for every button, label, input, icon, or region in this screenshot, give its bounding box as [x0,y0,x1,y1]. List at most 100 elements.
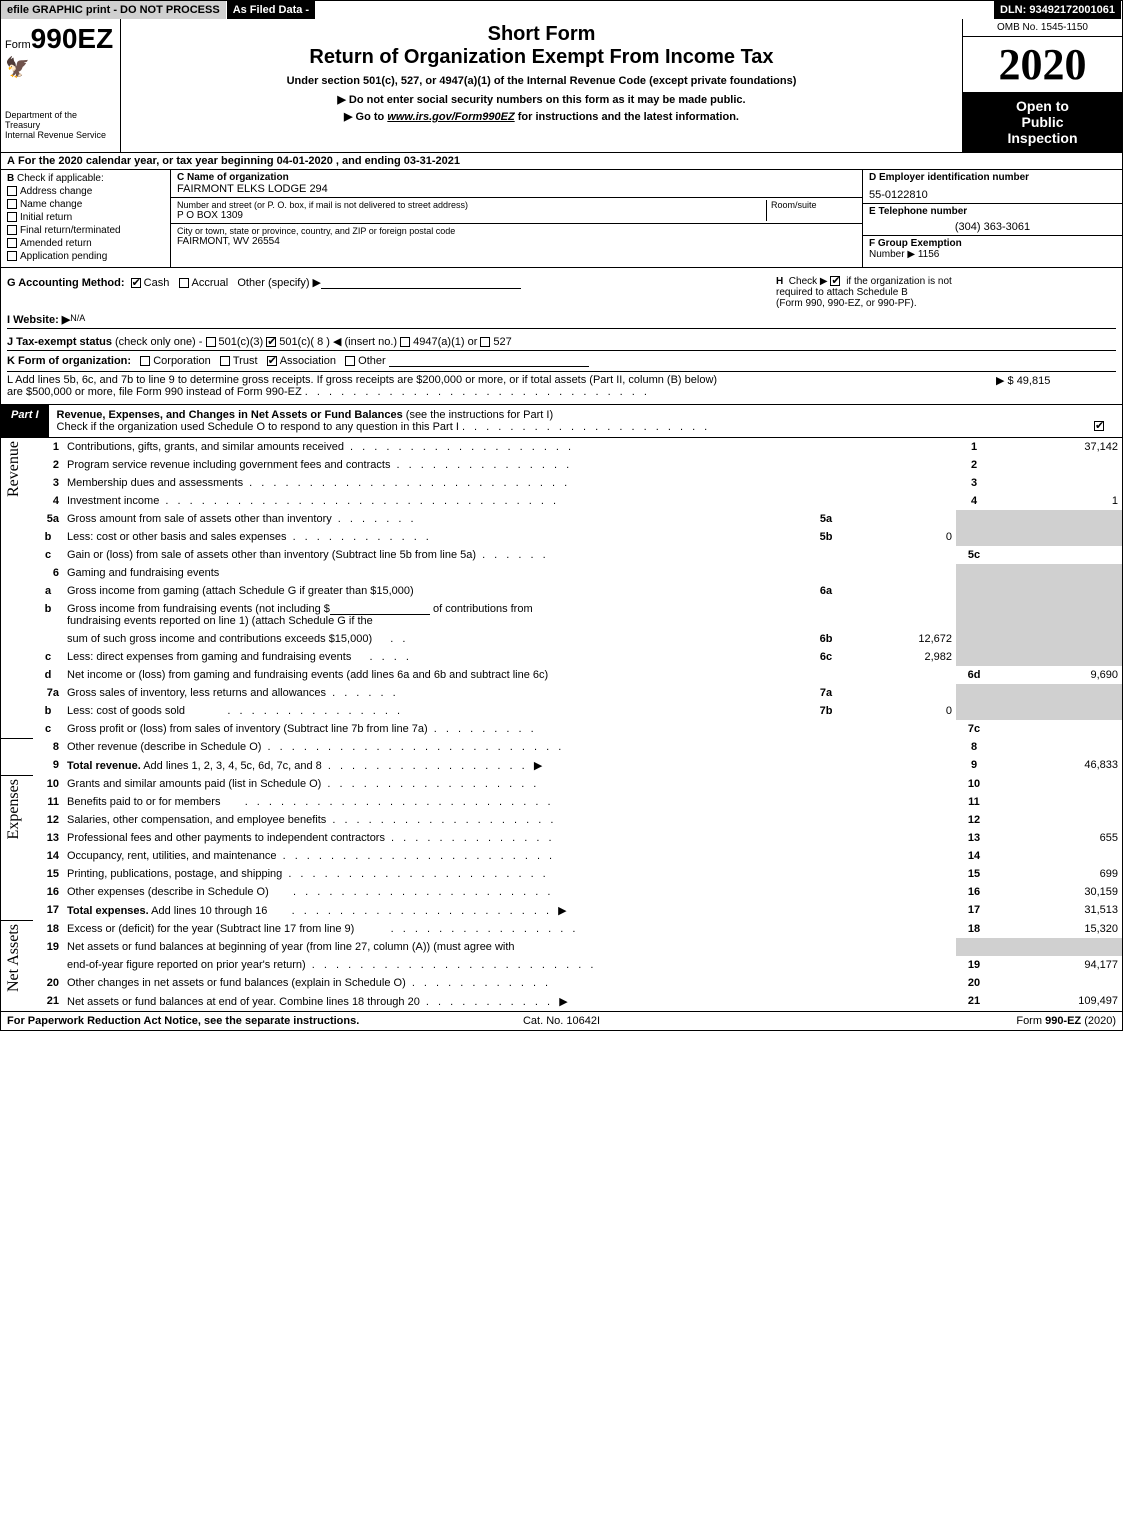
line3-value [992,474,1122,492]
chk-part1-scho[interactable] [1094,421,1104,431]
f-label: F Group Exemption [869,238,962,249]
chk-h[interactable] [830,276,840,286]
line12-value [992,811,1122,829]
addr-value: P O BOX 1309 [177,210,766,221]
line2-value [992,456,1122,474]
footer-catno: Cat. No. 10642I [377,1015,747,1027]
side-netassets: Net Assets [5,924,23,992]
form-page: efile GRAPHIC print - DO NOT PROCESS As … [0,0,1123,1031]
gross-receipts: ▶ $ 49,815 [996,374,1116,398]
chk-accrual[interactable] [179,278,189,288]
omb-number: OMB No. 1545-1150 [963,19,1122,37]
addr-label: Number and street (or P. O. box, if mail… [177,200,766,210]
line6b-value: 12,672 [846,630,956,648]
line19-value: 94,177 [992,956,1122,974]
form-990ez: 990EZ [31,23,114,54]
chk-amended-return[interactable]: Amended return [7,238,164,249]
footer-left: For Paperwork Reduction Act Notice, see … [7,1015,377,1027]
line4-value: 1 [992,492,1122,510]
line5c-value [992,546,1122,564]
city-label: City or town, state or province, country… [177,226,856,236]
efile-banner: efile GRAPHIC print - DO NOT PROCESS [1,1,227,19]
d-label: D Employer identification number [869,172,1116,183]
line7b-value: 0 [846,702,956,720]
section-b: B Check if applicable: Address change Na… [1,170,171,267]
form-number: Form990EZ [5,23,116,55]
top-strip: efile GRAPHIC print - DO NOT PROCESS As … [1,1,1122,19]
header-left: Form990EZ 🦅 Department of the Treasury I… [1,19,121,152]
chk-initial-return[interactable]: Initial return [7,212,164,223]
website-value: N/A [70,313,85,326]
section-g-l: G Accounting Method: Cash Accrual Other … [1,268,1122,405]
line7c-value [992,720,1122,738]
open-public: Open to Public Inspection [963,92,1122,152]
chk-address-change[interactable]: Address change [7,186,164,197]
section-a: A For the 2020 calendar year, or tax yea… [1,153,1122,170]
chk-4947[interactable] [400,337,410,347]
part-1-header: Part I Revenue, Expenses, and Changes in… [1,405,1122,438]
c-label: C Name of organization [177,172,856,183]
chk-name-change[interactable]: Name change [7,199,164,210]
header-mid: Short Form Return of Organization Exempt… [121,19,962,152]
line16-value: 30,159 [992,883,1122,901]
page-footer: For Paperwork Reduction Act Notice, see … [1,1011,1122,1030]
line11-value [992,793,1122,811]
other-org-input[interactable] [389,355,589,367]
revenue-table: Revenue 1 Contributions, gifts, grants, … [1,438,1122,1011]
chk-corp[interactable] [140,356,150,366]
line20-value [992,974,1122,992]
line13-value: 655 [992,829,1122,847]
room-suite: Room/suite [766,200,856,221]
dln-label: DLN: 93492172001061 [994,1,1122,19]
chk-final-return[interactable]: Final return/terminated [7,225,164,236]
chk-501c[interactable] [266,337,276,347]
chk-527[interactable] [480,337,490,347]
other-specify-input[interactable] [321,277,521,289]
city-value: FAIRMONT, WV 26554 [177,236,856,247]
section-c: C Name of organization FAIRMONT ELKS LOD… [171,170,862,267]
short-form-title: Short Form [129,23,954,46]
line7a-value [846,684,956,702]
chk-cash[interactable] [131,278,141,288]
line5a-value [846,510,956,528]
side-revenue: Revenue [5,441,23,497]
chk-other-org[interactable] [345,356,355,366]
asfiled-label: As Filed Data - [227,1,316,19]
line15-value: 699 [992,865,1122,883]
arrow-goto: ▶ Go to www.irs.gov/Form990EZ for instru… [129,110,954,123]
arrow-ssn: ▶ Do not enter social security numbers o… [129,93,954,106]
header-right: OMB No. 1545-1150 2020 Open to Public In… [962,19,1122,152]
line6a-value [846,582,956,600]
dept-treasury: Department of the Treasury Internal Reve… [5,110,116,140]
chk-assoc[interactable] [267,356,277,366]
line6c-value: 2,982 [846,648,956,666]
ein-value: 55-0122810 [869,189,1116,201]
section-d-e-f: D Employer identification number 55-0122… [862,170,1122,267]
tax-year: 2020 [963,37,1122,92]
line1-value: 37,142 [992,438,1122,456]
irs-eagle-icon: 🦅 [5,55,116,80]
line10-value [992,775,1122,793]
chk-501c3[interactable] [206,337,216,347]
phone-value: (304) 363-3061 [869,221,1116,233]
section-b-f: B Check if applicable: Address change Na… [1,170,1122,268]
org-name: FAIRMONT ELKS LODGE 294 [177,183,856,195]
form-prefix: Form [5,39,31,51]
line18-value: 15,320 [992,920,1122,938]
top-blank [316,1,994,19]
chk-trust[interactable] [220,356,230,366]
line6d-value: 9,690 [992,666,1122,684]
return-title: Return of Organization Exempt From Incom… [129,46,954,69]
line14-value [992,847,1122,865]
form-header: Form990EZ 🦅 Department of the Treasury I… [1,19,1122,153]
e-label: E Telephone number [869,206,1116,217]
line21-value: 109,497 [992,992,1122,1011]
footer-formno: Form 990-EZ (2020) [746,1015,1116,1027]
group-exemption: 1156 [918,249,940,260]
line5b-value: 0 [846,528,956,546]
under-section: Under section 501(c), 527, or 4947(a)(1)… [129,75,954,87]
line8-value [992,738,1122,756]
chk-application-pending[interactable]: Application pending [7,251,164,262]
side-expenses: Expenses [5,779,23,839]
line9-value: 46,833 [992,756,1122,775]
